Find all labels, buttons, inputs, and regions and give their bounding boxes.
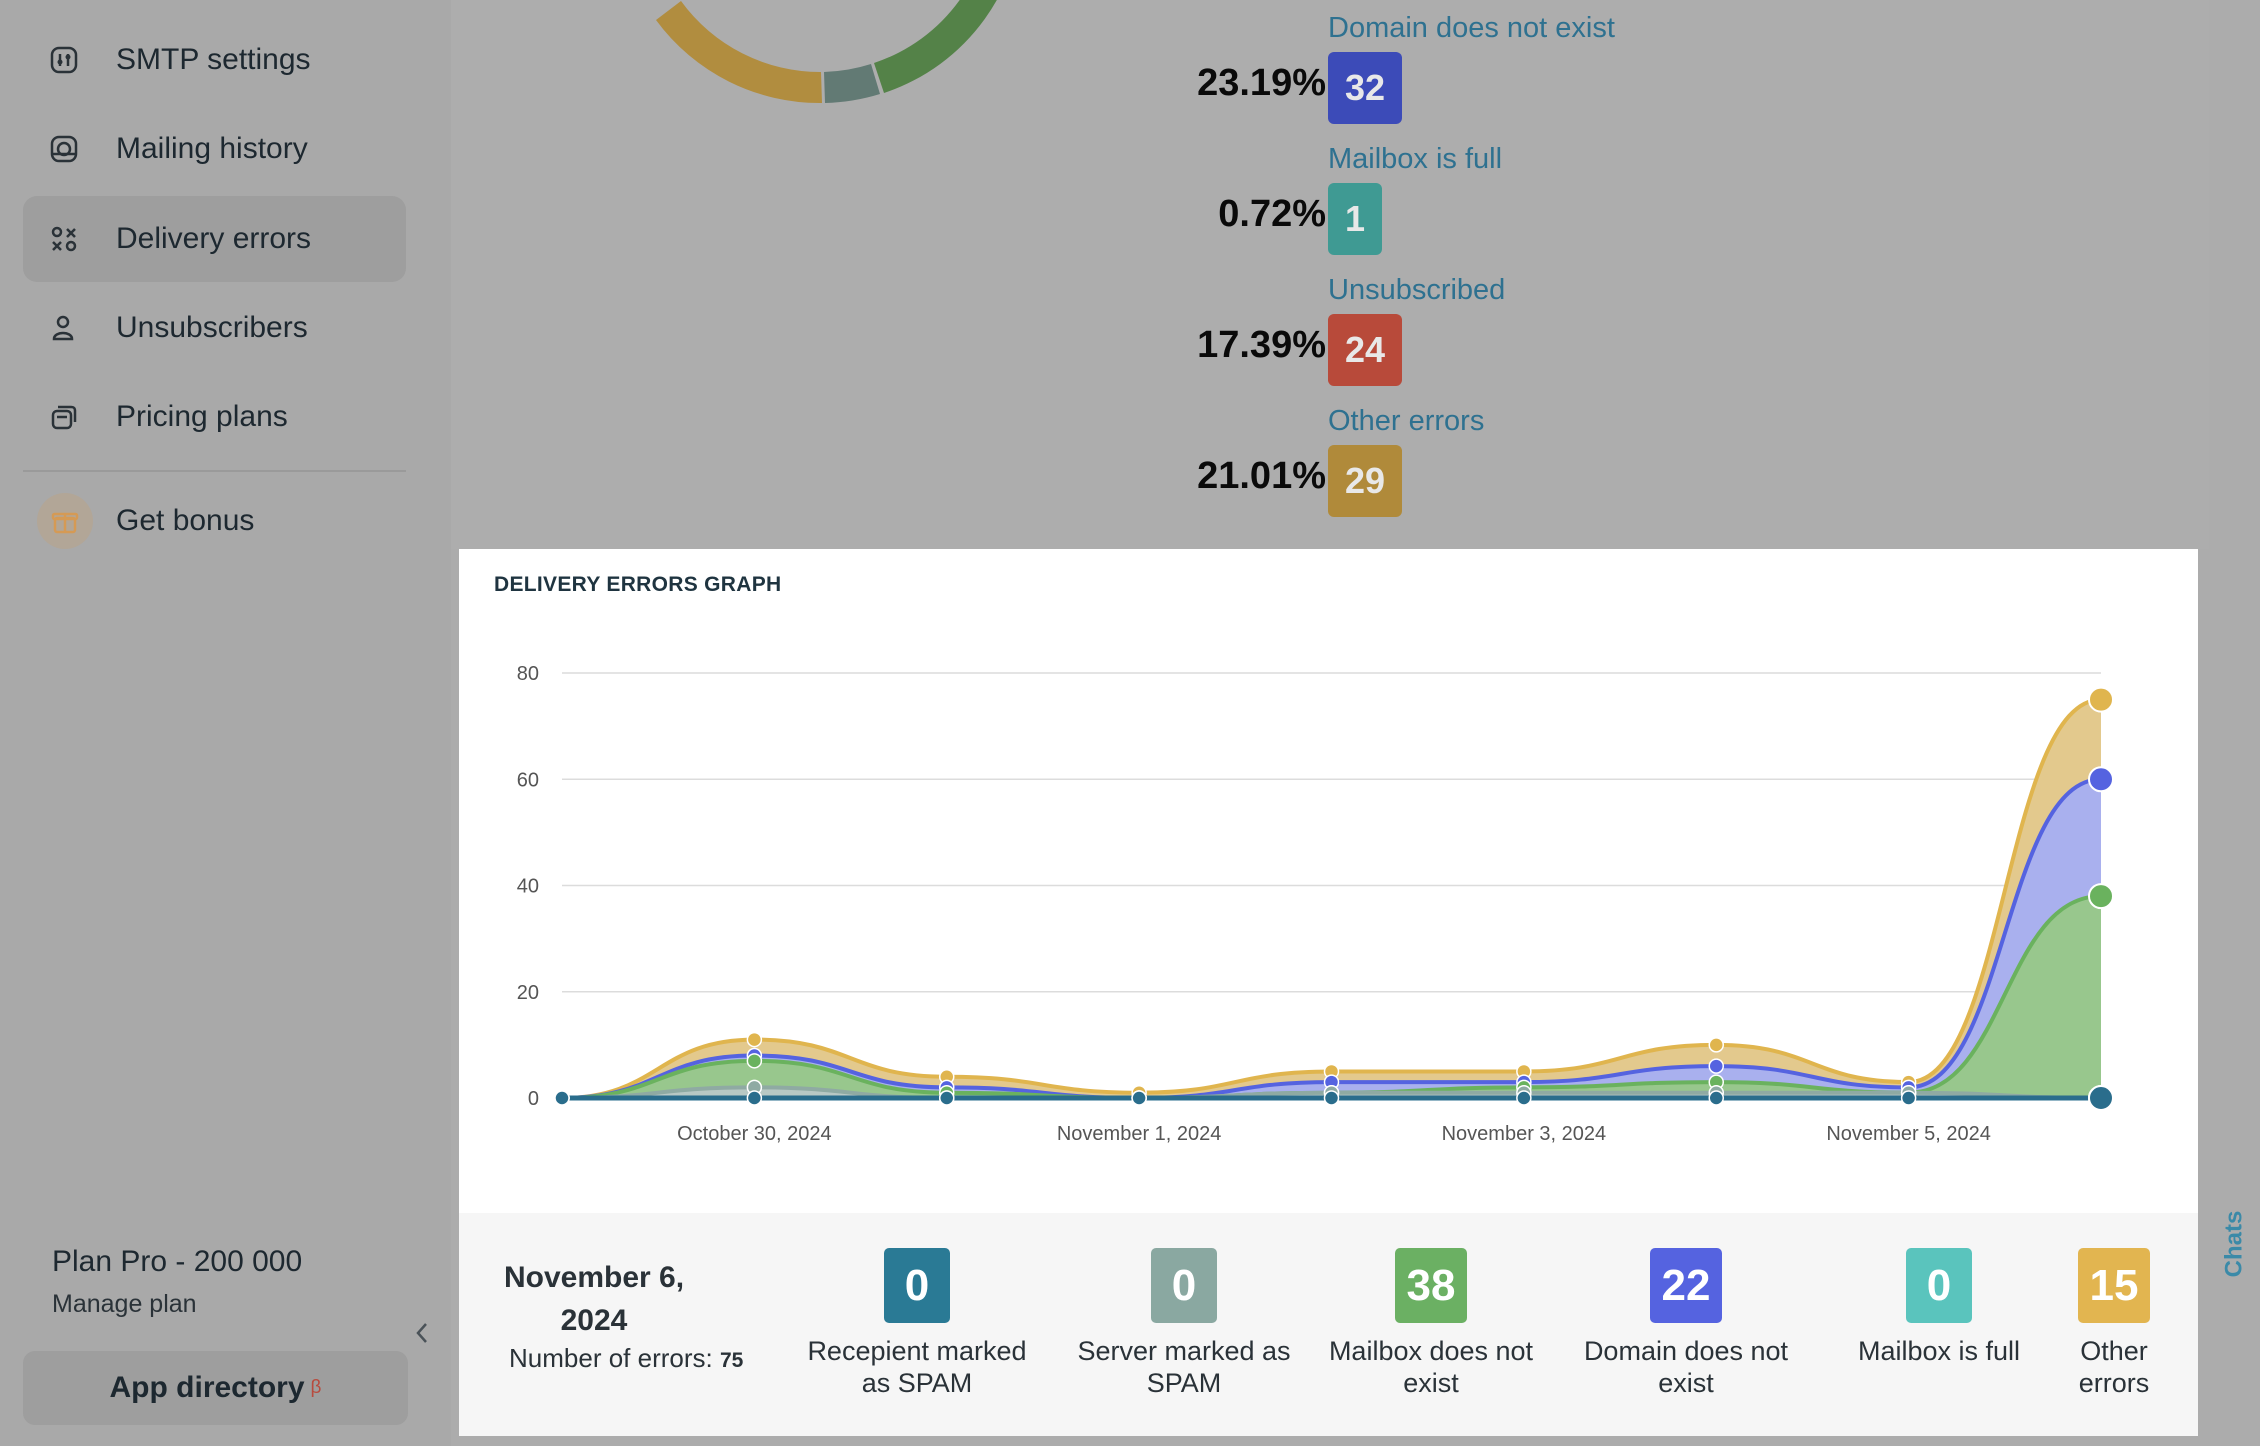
sidebar-item-mailing-history[interactable]: Mailing history [23,106,406,192]
x-tick-label: November 5, 2024 [1826,1123,1991,1145]
x-tick-label: November 1, 2024 [1057,1123,1222,1145]
donut-slice-other [656,1,822,104]
beta-mark: β [310,1377,322,1398]
error-count-other: 29 [1328,445,1403,517]
gift-icon [37,493,93,549]
error-percent-unsubscribed: 17.39% [1197,324,1326,366]
summary-count-value: 75 [719,1349,744,1372]
summary-label: Mailbox does not exist [1328,1336,1534,1398]
data-point [554,1090,570,1106]
summary-mailbox-full: 0 Mailbox is full [1829,1248,2049,1367]
data-point [2088,766,2114,793]
summary-count: Number of errors: 75 [509,1343,743,1374]
data-point [2088,883,2114,910]
error-percent-mailbox-full: 0.72% [1218,193,1326,235]
data-point [746,1031,763,1048]
manage-plan-link[interactable]: Manage plan [52,1290,197,1318]
x-tick-label: November 3, 2024 [1442,1123,1607,1145]
history-icon [48,133,80,165]
app-directory-label: App directory [109,1371,305,1404]
data-point [1900,1090,1917,1106]
series-area [562,896,2101,1098]
summary-badge: 0 [1151,1248,1217,1323]
data-point [1708,1090,1724,1106]
sidebar-item-smtp-settings[interactable]: SMTP settings [23,17,406,103]
summary-badge: 38 [1394,1248,1468,1323]
data-point [1323,1090,1340,1106]
day-summary: November 6, 2024 Number of errors: 75 0 … [459,1213,2198,1436]
summary-server-spam: 0 Server marked as SPAM [1059,1248,1309,1399]
error-percent-domain: 23.19% [1197,62,1326,104]
y-tick-label: 60 [517,769,539,791]
series-line [561,697,2102,1100]
chats-tab[interactable]: Chats [2209,1185,2260,1303]
summary-label: Recepient marked as SPAM [807,1336,1027,1398]
sidebar-item-get-bonus[interactable]: Get bonus [23,478,406,564]
summary-recipient-spam: 0 Recepient marked as SPAM [792,1248,1042,1399]
smtp-icon [48,44,80,76]
sidebar: SMTP settings Mailing history Delivery e… [0,0,451,1446]
summary-other-errors: 15 Other errors [2054,1248,2174,1399]
summary-label: Domain does not exist [1583,1336,1789,1398]
sidebar-divider [23,470,406,472]
app-directory-button[interactable]: App directory β [23,1351,408,1425]
summary-date: November 6, 2024 [503,1261,685,1337]
sidebar-item-label: Delivery errors [116,222,312,255]
sidebar-item-label: Mailing history [116,132,308,165]
sidebar-item-label: Unsubscribers [116,311,308,344]
summary-count-label: Number of errors: [509,1343,713,1373]
pricing-icon [48,401,80,433]
summary-label: Mailbox is full [1857,1336,2021,1366]
y-tick-label: 40 [517,876,539,898]
data-point [746,1090,763,1106]
sidebar-item-delivery-errors[interactable]: Delivery errors [23,196,406,282]
y-tick-label: 0 [528,1088,539,1110]
data-point [1708,1058,1724,1074]
error-label-domain: Domain does not exist [1328,12,1615,44]
error-count-mailbox-full: 1 [1328,183,1383,255]
summary-label: Server marked as SPAM [1077,1336,1291,1398]
series-area [562,699,2101,1098]
summary-badge: 0 [1906,1248,1972,1323]
y-tick-label: 20 [517,982,539,1004]
error-count-unsubscribed: 24 [1328,314,1403,386]
sidebar-item-pricing-plans[interactable]: Pricing plans [23,374,406,460]
summary-badge: 0 [884,1248,950,1323]
chats-label: Chats [2220,1210,2248,1278]
delivery-errors-chart[interactable]: 0 20 40 60 80 October 30, 2024 November 1, 202… [459,549,2198,1213]
error-label-other: Other errors [1328,405,1485,437]
error-label-unsubscribed: Unsubscribed [1328,274,1506,306]
summary-label: Other errors [2078,1336,2150,1398]
graph-title: DELIVERY ERRORS GRAPH [494,573,782,596]
summary-domain-not-exist: 22 Domain does not exist [1566,1248,1806,1399]
plan-name: Plan Pro - 200 000 [52,1245,303,1278]
user-icon [48,312,80,344]
error-donut-chart [656,0,997,104]
data-point [939,1090,955,1106]
data-point [2088,1085,2114,1111]
summary-badge: 22 [1649,1248,1723,1323]
sidebar-item-label: Pricing plans [116,400,288,433]
summary-badge: 15 [2077,1248,2151,1323]
y-tick-label: 80 [517,663,539,685]
donut-slice-spam [824,64,880,103]
delivery-errors-graph-card: DELIVERY ERRORS GRAPH 0 20 40 60 80 October 3… [459,549,2198,1213]
data-point [1516,1090,1532,1106]
data-point [746,1053,763,1069]
data-point [1708,1037,1724,1053]
summary-mailbox-not-exist: 38 Mailbox does not exist [1311,1248,1551,1399]
error-label-mailbox-full: Mailbox is full [1328,143,1503,175]
data-point [2088,686,2114,713]
collapse-sidebar-icon[interactable] [410,1318,434,1348]
sidebar-item-unsubscribers[interactable]: Unsubscribers [23,285,406,371]
donut-slice-mailbox [874,0,997,93]
get-bonus-label: Get bonus [116,504,255,537]
x-tick-label: October 30, 2024 [677,1123,832,1145]
error-count-domain: 32 [1328,52,1403,124]
error-percent-other: 21.01% [1197,455,1326,497]
sidebar-item-label: SMTP settings [116,43,311,76]
data-point [1131,1090,1147,1106]
errors-icon [48,223,80,255]
